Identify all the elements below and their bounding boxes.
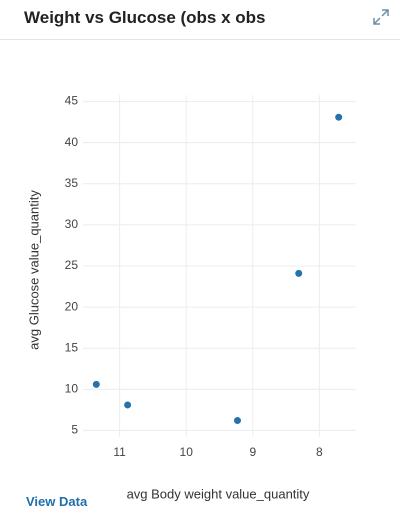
x-tick-label: 8 xyxy=(316,445,323,459)
x-tick-label: 9 xyxy=(249,445,256,459)
point xyxy=(295,269,303,277)
point xyxy=(92,380,100,388)
expand-icon[interactable] xyxy=(370,6,392,28)
view-data-link[interactable]: View Data xyxy=(26,494,88,509)
y-tick-label: 20 xyxy=(65,299,79,313)
point xyxy=(335,113,343,121)
y-tick-label: 15 xyxy=(65,340,79,354)
y-tick-label: 30 xyxy=(65,217,79,231)
title: Weight vs Glucose (obs x obs xyxy=(24,8,266,27)
y-tick-label: 35 xyxy=(65,176,79,190)
y-tick-label: 10 xyxy=(65,381,79,395)
y-tick-label: 45 xyxy=(65,94,79,108)
header: Weight vs Glucose (obs x obs xyxy=(0,0,400,40)
x-axis-title: avg Body weight value_quantity xyxy=(127,486,310,501)
point xyxy=(233,417,241,425)
y-tick-label: 40 xyxy=(65,135,79,149)
x-tick-label: 11 xyxy=(113,445,126,459)
y-axis-title: avg Glucose value_quantity xyxy=(26,190,41,350)
point xyxy=(124,401,132,409)
y-tick-label: 25 xyxy=(65,258,79,272)
x-tick-label: 10 xyxy=(180,445,194,459)
y-tick-label: 5 xyxy=(71,423,78,437)
